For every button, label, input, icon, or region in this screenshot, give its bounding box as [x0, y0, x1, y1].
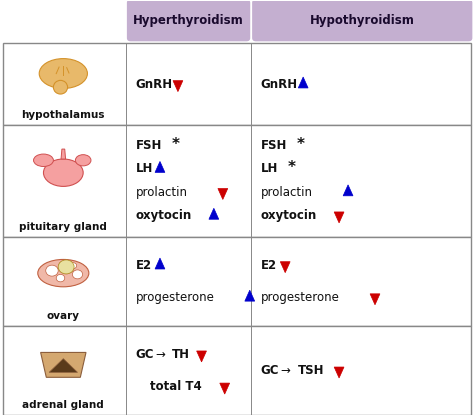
Text: oxytocin: oxytocin	[136, 209, 191, 222]
Polygon shape	[61, 149, 65, 159]
Text: LH: LH	[136, 162, 153, 175]
Polygon shape	[209, 208, 219, 219]
Ellipse shape	[39, 59, 87, 89]
Polygon shape	[334, 212, 344, 223]
Text: GC: GC	[136, 348, 154, 361]
Polygon shape	[280, 262, 290, 272]
Text: GC: GC	[261, 364, 279, 377]
Text: E2: E2	[136, 259, 152, 272]
Polygon shape	[334, 367, 344, 378]
Bar	[3, 125, 471, 237]
Text: GnRH: GnRH	[261, 78, 298, 91]
Circle shape	[58, 260, 74, 274]
Text: ovary: ovary	[47, 311, 80, 321]
Polygon shape	[41, 352, 86, 377]
Text: adrenal gland: adrenal gland	[22, 400, 104, 410]
Text: hypothalamus: hypothalamus	[21, 110, 105, 120]
Circle shape	[73, 270, 82, 279]
Polygon shape	[298, 77, 308, 88]
Circle shape	[46, 265, 58, 276]
Text: prolactin: prolactin	[261, 186, 313, 199]
Text: prolactin: prolactin	[136, 186, 187, 199]
Polygon shape	[155, 258, 165, 269]
Bar	[3, 237, 471, 326]
Polygon shape	[197, 351, 207, 362]
Text: TSH: TSH	[298, 364, 324, 377]
Circle shape	[70, 262, 77, 269]
Text: TH: TH	[172, 348, 190, 361]
Polygon shape	[218, 188, 228, 199]
Text: Hyperthyroidism: Hyperthyroidism	[133, 14, 244, 27]
FancyBboxPatch shape	[252, 0, 473, 41]
Text: *: *	[297, 136, 305, 151]
Text: progesterone: progesterone	[136, 291, 214, 304]
Text: E2: E2	[261, 259, 277, 272]
Ellipse shape	[38, 260, 89, 287]
Text: →: →	[155, 348, 165, 361]
Polygon shape	[370, 294, 380, 305]
Polygon shape	[245, 290, 255, 301]
Circle shape	[58, 260, 74, 274]
Text: *: *	[288, 160, 296, 175]
Text: FSH: FSH	[136, 139, 162, 152]
Ellipse shape	[34, 154, 54, 166]
FancyBboxPatch shape	[127, 0, 250, 41]
Ellipse shape	[54, 80, 68, 94]
Bar	[3, 326, 471, 415]
Polygon shape	[49, 359, 77, 372]
Text: GnRH: GnRH	[136, 78, 173, 91]
Text: total T4: total T4	[150, 380, 201, 393]
Text: pituitary gland: pituitary gland	[19, 222, 107, 232]
Text: progesterone: progesterone	[261, 291, 339, 304]
Polygon shape	[220, 383, 229, 394]
Text: oxytocin: oxytocin	[261, 209, 317, 222]
Polygon shape	[173, 81, 183, 92]
Ellipse shape	[44, 159, 83, 186]
Text: Hypothyroidism: Hypothyroidism	[310, 14, 415, 27]
Text: *: *	[171, 136, 179, 151]
Bar	[3, 43, 471, 125]
Polygon shape	[155, 161, 165, 172]
Circle shape	[56, 275, 65, 282]
Ellipse shape	[75, 155, 91, 166]
Polygon shape	[343, 185, 353, 196]
Text: FSH: FSH	[261, 139, 287, 152]
Text: LH: LH	[261, 162, 278, 175]
Text: →: →	[281, 364, 291, 377]
